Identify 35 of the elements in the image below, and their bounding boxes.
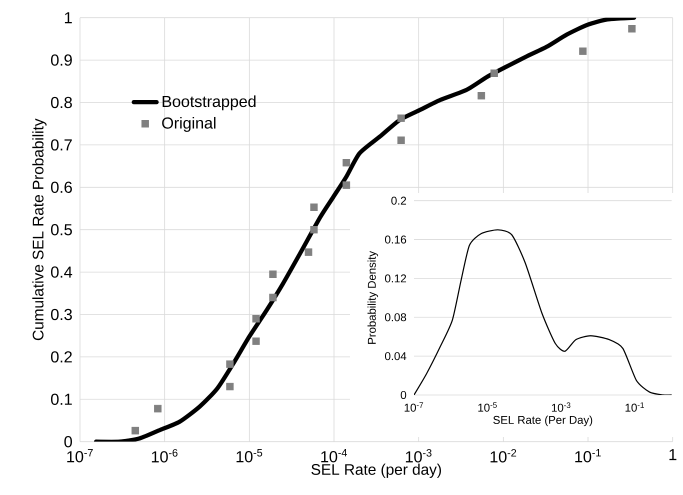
y-tick-label: 0.2 [391, 196, 406, 205]
x-tick-label: 1 [669, 449, 676, 460]
y-tick-label: 0 [64, 436, 72, 448]
y-tick-label: 0.4 [51, 266, 72, 278]
y-tick-label: 0.7 [51, 139, 72, 151]
y-tick-label: 0.2 [51, 351, 72, 363]
y-tick-label: 0.12 [385, 274, 406, 282]
x-tick-label: 10$^{-2}$ [490, 449, 516, 462]
y-tick-label: 0.1 [51, 394, 72, 405]
y-tick-label: 0.8 [51, 96, 72, 108]
x-tick-label: 10$^{-5}$ [236, 449, 262, 462]
y-axis-title: Cumulative SEL Rate Probability [32, 118, 47, 340]
x-tick-label: 10$^{-7}$ [67, 449, 93, 462]
y-tick-label: 0.6 [51, 182, 72, 193]
y-tick-label: 0.5 [51, 224, 72, 236]
y-axis-title: Probability Density [368, 250, 378, 344]
x-tick-label: 10$^{-1}$ [575, 449, 601, 462]
legend-label: Original [162, 116, 216, 132]
y-tick-label: 0.16 [385, 236, 406, 244]
x-axis-title: SEL Rate (Per Day) [493, 416, 592, 426]
y-tick-label: 0.3 [51, 308, 72, 320]
x-tick-label: 10$^{-7}$ [404, 402, 424, 412]
x-tick-label: 10$^{-4}$ [321, 449, 348, 462]
y-tick-label: 1 [64, 12, 72, 24]
x-tick-label: 10$^{-6}$ [152, 449, 178, 462]
x-tick-label: 10$^{-1}$ [626, 402, 644, 412]
x-tick-label: 10$^{-3}$ [552, 402, 570, 412]
x-axis-title: SEL Rate (per day) [311, 464, 441, 478]
legend-label: Bootstrapped [162, 95, 256, 110]
y-tick-label: 0.08 [385, 313, 406, 322]
x-tick-label: 10$^{-3}$ [406, 449, 432, 462]
y-tick-label: 0 [400, 390, 406, 399]
y-tick-label: 0.04 [385, 352, 406, 360]
x-tick-label: 10$^{-5}$ [478, 402, 497, 412]
y-tick-label: 0.9 [51, 54, 72, 66]
